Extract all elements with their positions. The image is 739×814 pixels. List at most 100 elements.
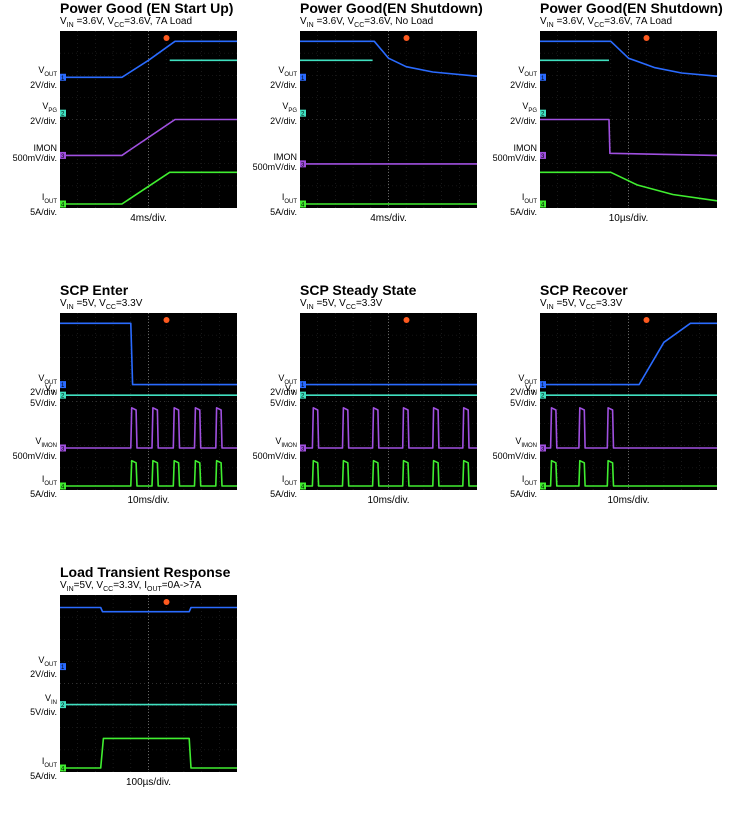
text-run: V — [518, 372, 525, 383]
text-run: =3.6V, 7A Load — [604, 16, 673, 27]
subscript-text: OUT — [284, 379, 297, 386]
trigger-marker — [643, 35, 650, 41]
channel-scale: 500mV/div. — [252, 161, 297, 172]
channel-name: IMON — [493, 143, 538, 153]
subscript-text: OUT — [44, 379, 57, 386]
test-conditions: VIN =5V, VCC=3.3V — [540, 298, 622, 311]
test-conditions: VIN=5V, VCC=3.3V, IOUT=0A->7A — [60, 580, 201, 593]
ground-marker-1 — [540, 381, 546, 389]
channel-name: IOUT — [270, 192, 297, 207]
subscript-text: OUT — [44, 198, 57, 205]
channel-scale: 5A/div. — [30, 488, 57, 499]
channel-number: 1 — [541, 383, 545, 389]
text-run: =5V, V — [313, 298, 346, 309]
channel-label: IOUT 5A/div. — [510, 474, 540, 499]
trace-channel-1 — [60, 322, 237, 386]
channel-name: VIMON — [13, 436, 57, 451]
channel-label: VIN 5V/div. — [510, 383, 540, 408]
channel-number: 3 — [541, 154, 545, 160]
ground-marker-1 — [60, 381, 66, 389]
subscript-text: IMON — [521, 442, 537, 449]
text-run: V — [44, 383, 51, 394]
channel-number: 4 — [61, 485, 65, 491]
ground-marker-1 — [300, 73, 306, 81]
subscript-text: OUT — [44, 661, 57, 668]
trace-channel-1 — [540, 322, 717, 386]
trace-channel-4 — [60, 737, 237, 769]
text-run: V — [518, 65, 525, 76]
channel-label: VPG 2V/div. — [30, 101, 60, 126]
panel-title: Load Transient Response — [60, 564, 231, 580]
channel-label: VOUT 2V/div. — [510, 373, 540, 398]
channel-label: VOUT 2V/div. — [270, 65, 300, 90]
ground-marker-3 — [540, 151, 546, 159]
channel-number: 1 — [61, 76, 65, 82]
trigger-marker — [163, 317, 170, 323]
channel-scale: 5A/div. — [510, 206, 537, 217]
ground-marker-4 — [60, 200, 66, 208]
channel-label: IMON 500mV/div. — [493, 143, 540, 163]
trace-channel-3 — [60, 118, 237, 157]
subscript-text: CC — [594, 22, 605, 29]
subscript-text: IN — [291, 389, 297, 396]
channel-name: VIMON — [253, 436, 297, 451]
channel-scale: 5A/div. — [30, 770, 57, 781]
ground-marker-2 — [300, 391, 306, 399]
trace-channel-1 — [540, 40, 717, 77]
channel-label: VOUT 2V/div. — [30, 65, 60, 90]
scope-plot: 1 2 3 4 — [540, 31, 717, 208]
subscript-text: IN — [306, 304, 314, 311]
text-run: I — [41, 192, 45, 202]
timebase-label: 4ms/div. — [370, 213, 407, 224]
channel-scale: 2V/div. — [30, 387, 57, 398]
channel-name: IOUT — [510, 192, 537, 207]
scope-panel: Power Good (EN Start Up) VIN =3.6V, VCC=3… — [13, 0, 300, 250]
ground-marker-2 — [60, 109, 66, 117]
channel-number: 4 — [61, 767, 65, 773]
text-run: V — [60, 298, 67, 309]
text-run: V — [35, 435, 42, 446]
channel-name: IMON — [13, 143, 58, 153]
channel-label: VOUT 2V/div. — [510, 65, 540, 90]
channel-scale: 5A/div. — [30, 206, 57, 217]
channel-name: VPG — [30, 101, 57, 116]
channel-label: IOUT 5A/div. — [270, 192, 300, 217]
channel-label: VIN 5V/div. — [30, 693, 60, 718]
text-run: V — [522, 101, 529, 112]
subscript-text: OUT — [524, 72, 537, 79]
trace-channel-4 — [60, 459, 237, 487]
subscript-text: CC — [354, 22, 365, 29]
text-run: V — [38, 372, 45, 383]
text-run: V — [540, 16, 547, 27]
text-run: =3.6V, 7A Load — [124, 16, 193, 27]
subscript-text: IN — [306, 22, 314, 29]
text-run: I — [41, 756, 45, 766]
channel-name: IMON — [253, 152, 298, 162]
scope-plot: 1 2 3 4 — [60, 31, 237, 208]
panel-title: Power Good(EN Shutdown) — [540, 0, 723, 16]
channel-number: 3 — [61, 154, 65, 160]
trace-channel-4 — [60, 171, 237, 205]
scope-panel: Load Transient Response VIN=5V, VCC=3.3V,… — [30, 564, 300, 814]
channel-scale: 2V/div. — [270, 115, 297, 126]
subscript-text: IN — [531, 389, 537, 396]
timebase-label: 4ms/div. — [130, 213, 167, 224]
channel-scale: 5V/div. — [30, 397, 57, 408]
subscript-text: OUT — [284, 198, 297, 205]
text-run: =3.3V — [355, 298, 383, 309]
channel-label: IOUT 5A/div. — [30, 474, 60, 499]
channel-name: VIN — [270, 383, 297, 398]
scope-panel: SCP Steady State VIN =5V, VCC=3.3V 1 2 3 4 VOU… — [253, 282, 540, 532]
subscript-text: OUT — [524, 379, 537, 386]
scope-plot: 1 2 3 4 — [540, 313, 717, 490]
text-run: V — [284, 383, 291, 394]
text-run: =5V, V — [73, 580, 104, 591]
channel-name: VIN — [510, 383, 537, 398]
subscript-text: CC — [585, 304, 596, 311]
channel-label: VOUT 2V/div. — [30, 655, 60, 680]
subscript-text: OUT — [284, 72, 297, 79]
panel-title: SCP Recover — [540, 282, 628, 298]
channel-number: 2 — [301, 394, 305, 400]
text-run: I — [281, 474, 285, 484]
timebase-label: 10ms/div. — [127, 495, 170, 506]
